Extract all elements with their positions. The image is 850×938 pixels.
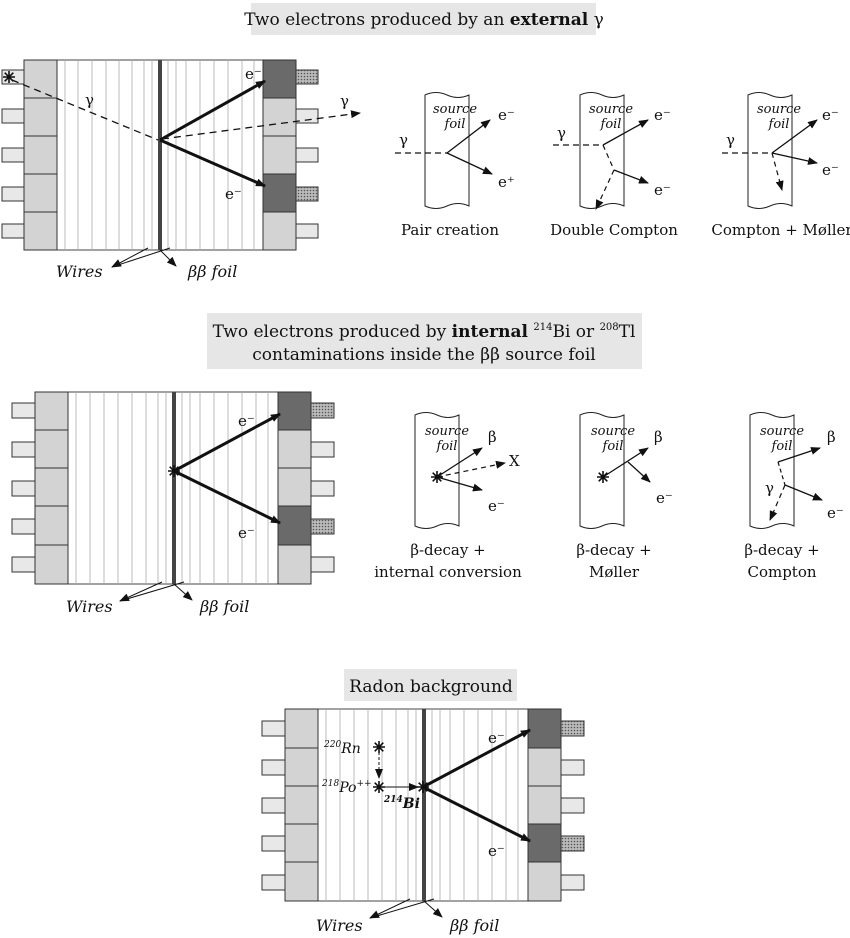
process-pair-creation: source foil γ e⁻ e⁺ Pair creation — [395, 92, 515, 239]
section-radon-background: Radon background — [261, 669, 585, 935]
wires-label: Wires — [66, 597, 113, 616]
svg-text:γ: γ — [557, 124, 566, 142]
svg-text:e⁻: e⁻ — [822, 161, 839, 179]
section-external-gamma: Two electrons produced by an external γ — [1, 3, 850, 281]
detector-1: e⁻ e⁻ γ γ Wires ββ foil — [1, 59, 361, 281]
caption-line2: Møller — [589, 563, 640, 581]
caption-line1: β-decay + — [410, 541, 485, 559]
caption: Compton + Møller — [711, 221, 850, 239]
electron-top-label: e⁻ — [245, 65, 262, 83]
svg-text:γ: γ — [399, 131, 408, 149]
process-double-compton: source foil γ e⁻ e⁻ Double Compton — [550, 92, 678, 239]
svg-text:e⁻: e⁻ — [822, 106, 839, 124]
section-internal-contamination: Two electrons produced by internal 214Bi… — [11, 313, 844, 616]
electron-top-label: e⁻ — [488, 729, 505, 747]
caption: Pair creation — [401, 221, 499, 239]
svg-text:foil: foil — [600, 117, 622, 132]
caption: Double Compton — [550, 221, 678, 239]
svg-text:source: source — [757, 102, 801, 117]
svg-text:e⁺: e⁺ — [498, 173, 515, 191]
svg-text:e⁻: e⁻ — [654, 106, 671, 124]
po218-label: 218Po++ — [321, 779, 372, 796]
section-title-line1: Two electrons produced by internal 214Bi… — [213, 322, 636, 342]
wires-label: Wires — [316, 916, 363, 935]
title-box — [251, 3, 596, 35]
svg-text:source: source — [433, 102, 477, 117]
svg-text:e⁻: e⁻ — [827, 504, 844, 522]
caption-line2: Compton — [747, 563, 816, 581]
section-title: Two electrons produced by an external γ — [244, 10, 604, 30]
svg-text:X: X — [509, 452, 520, 470]
section-title: Radon background — [349, 677, 513, 697]
detector-3: 220Rn 218Po++ 214Bi e⁻ e⁻ Wires ββ foil — [261, 708, 585, 935]
foil-label: ββ foil — [449, 916, 499, 935]
section-title-line2: contaminations inside the ββ source foil — [252, 345, 596, 365]
gamma-out-label: γ — [340, 92, 349, 110]
svg-text:foil: foil — [771, 439, 793, 454]
svg-text:γ: γ — [726, 131, 735, 149]
rn220-label: 220Rn — [323, 740, 361, 757]
svg-text:β: β — [654, 428, 663, 446]
caption-line1: β-decay + — [576, 541, 651, 559]
electron-bottom-label: e⁻ — [238, 524, 255, 542]
title-box — [207, 313, 642, 369]
svg-text:foil: foil — [444, 117, 466, 132]
svg-text:source: source — [591, 424, 635, 439]
svg-text:foil: foil — [768, 117, 790, 132]
svg-text:e⁻: e⁻ — [488, 497, 505, 515]
svg-text:β: β — [488, 428, 497, 446]
electron-top-label: e⁻ — [238, 412, 255, 430]
foil-label: ββ foil — [187, 262, 237, 281]
title-box — [344, 669, 517, 701]
detector-2: e⁻ e⁻ Wires ββ foil — [11, 391, 335, 616]
svg-text:e⁻: e⁻ — [498, 106, 515, 124]
process-beta-moller: source foil β e⁻ β-decay + Møller — [576, 412, 673, 581]
caption-line2: internal conversion — [374, 563, 522, 581]
svg-text:β: β — [827, 428, 836, 446]
electron-bottom-label: e⁻ — [488, 842, 505, 860]
svg-text:e⁻: e⁻ — [654, 181, 671, 199]
process-beta-internal-conversion: source foil β X e⁻ β-decay + internal co… — [374, 412, 522, 581]
wires-label: Wires — [56, 262, 103, 281]
process-beta-compton: source foil γ β e⁻ β-decay + Compton — [744, 412, 844, 581]
gamma-in-label: γ — [85, 91, 94, 109]
svg-text:foil: foil — [602, 439, 624, 454]
svg-text:source: source — [760, 424, 804, 439]
svg-text:source: source — [425, 424, 469, 439]
bi214-label: 214Bi — [383, 795, 420, 812]
svg-text:e⁻: e⁻ — [656, 489, 673, 507]
process-compton-moller: source foil γ e⁻ e⁻ Compton + Møller — [711, 92, 850, 239]
foil-label: ββ foil — [199, 597, 249, 616]
svg-text:foil: foil — [436, 439, 458, 454]
svg-text:source: source — [589, 102, 633, 117]
caption-line1: β-decay + — [744, 541, 819, 559]
svg-text:γ: γ — [765, 479, 774, 497]
electron-bottom-label: e⁻ — [225, 185, 242, 203]
